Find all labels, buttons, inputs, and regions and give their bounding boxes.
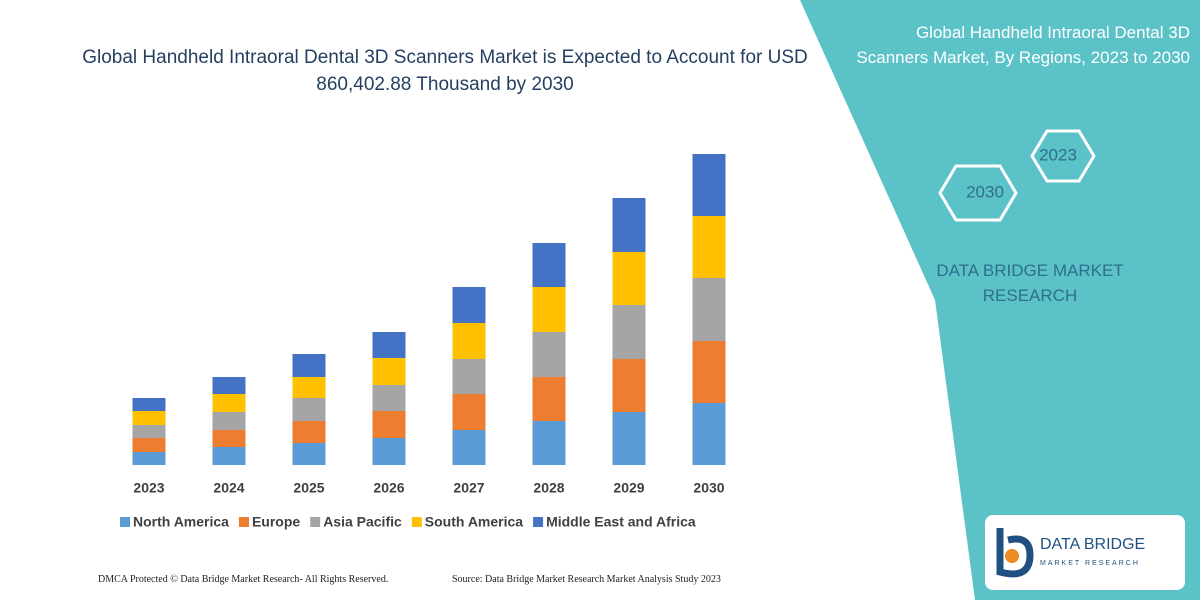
- bar-segment: [372, 411, 406, 438]
- footer-left: DMCA Protected © Data Bridge Market Rese…: [98, 574, 389, 585]
- bar-segment: [692, 403, 726, 465]
- bar-segment: [692, 341, 726, 403]
- logo-box: [985, 515, 1185, 590]
- bar-segment: [532, 332, 566, 377]
- bar-segment: [452, 430, 486, 465]
- bar-segment: [212, 447, 246, 465]
- bar-segment: [212, 394, 246, 412]
- bar-segment: [612, 412, 646, 465]
- hexagon: [1030, 129, 1096, 183]
- bar-segment: [372, 385, 406, 411]
- bar-segment: [132, 411, 166, 425]
- bar-segment: [212, 377, 246, 394]
- bar-segment: [692, 278, 726, 341]
- x-tick-label: 2027: [453, 480, 484, 496]
- bar-segment: [452, 287, 486, 323]
- x-tick-label: 2023: [133, 480, 164, 496]
- bar-segment: [292, 443, 326, 465]
- legend-swatch: [411, 517, 422, 527]
- hex-label: 2023: [1039, 145, 1077, 164]
- side-background: [800, 0, 1200, 600]
- logo-icon: [996, 528, 1034, 578]
- bar-segment: [612, 252, 646, 305]
- brand: DATA BRIDGE MARKET RESEARCH: [936, 261, 1124, 305]
- bar-segment: [532, 287, 566, 332]
- bar-segment: [692, 154, 726, 216]
- logo-tagline: MARKET RESEARCH: [1040, 560, 1140, 567]
- bar-segment: [132, 425, 166, 438]
- bar-segment: [372, 438, 406, 465]
- chart-title: Global Handheld Intraoral Dental 3D Scan…: [82, 47, 808, 95]
- bar-segment: [452, 323, 486, 359]
- legend-label: South America: [425, 514, 523, 530]
- bar-segment: [212, 412, 246, 430]
- logo-name: DATA BRIDGE: [1040, 536, 1145, 553]
- bar-segment: [612, 305, 646, 359]
- x-tick-label: 2029: [613, 480, 644, 496]
- legend-label: North America: [133, 514, 229, 530]
- bar-segment: [612, 359, 646, 412]
- bar-segment: [532, 421, 566, 465]
- bar-segment: [452, 394, 486, 430]
- bar-segment: [292, 354, 326, 377]
- bar-segment: [132, 438, 166, 452]
- legend-swatch: [238, 517, 249, 527]
- bar-segment: [372, 358, 406, 385]
- x-tick-label: 2024: [213, 480, 244, 496]
- hexagon: [938, 164, 1018, 222]
- bar-segment: [292, 398, 326, 421]
- bar-segment: [692, 216, 726, 278]
- bar-segment: [212, 430, 246, 447]
- bar-segment: [452, 359, 486, 394]
- x-tick-label: 2025: [293, 480, 324, 496]
- x-tick-label: 2028: [533, 480, 564, 496]
- logo-icon: [1005, 549, 1019, 563]
- bar-segment: [612, 198, 646, 252]
- legend-label: Asia Pacific: [323, 514, 402, 530]
- hex-label: 2030: [966, 182, 1004, 201]
- bar-segment: [292, 377, 326, 398]
- bar-segment: [372, 332, 406, 358]
- bar-segment: [132, 398, 166, 411]
- legend-label: Middle East and Africa: [546, 514, 696, 530]
- legend-swatch: [533, 517, 544, 527]
- x-tick-label: 2026: [373, 480, 404, 496]
- footer-right: Source: Data Bridge Market Research Mark…: [452, 574, 721, 585]
- bar-segment: [532, 377, 566, 421]
- bar-segment: [532, 243, 566, 287]
- legend-swatch: [120, 517, 130, 527]
- bar-segment: [132, 452, 166, 465]
- side-title: Global Handheld Intraoral Dental 3D Scan…: [856, 23, 1190, 67]
- legend-swatch: [310, 517, 321, 527]
- bar-segment: [292, 421, 326, 443]
- legend-label: Europe: [252, 514, 300, 530]
- x-tick-label: 2030: [693, 480, 724, 496]
